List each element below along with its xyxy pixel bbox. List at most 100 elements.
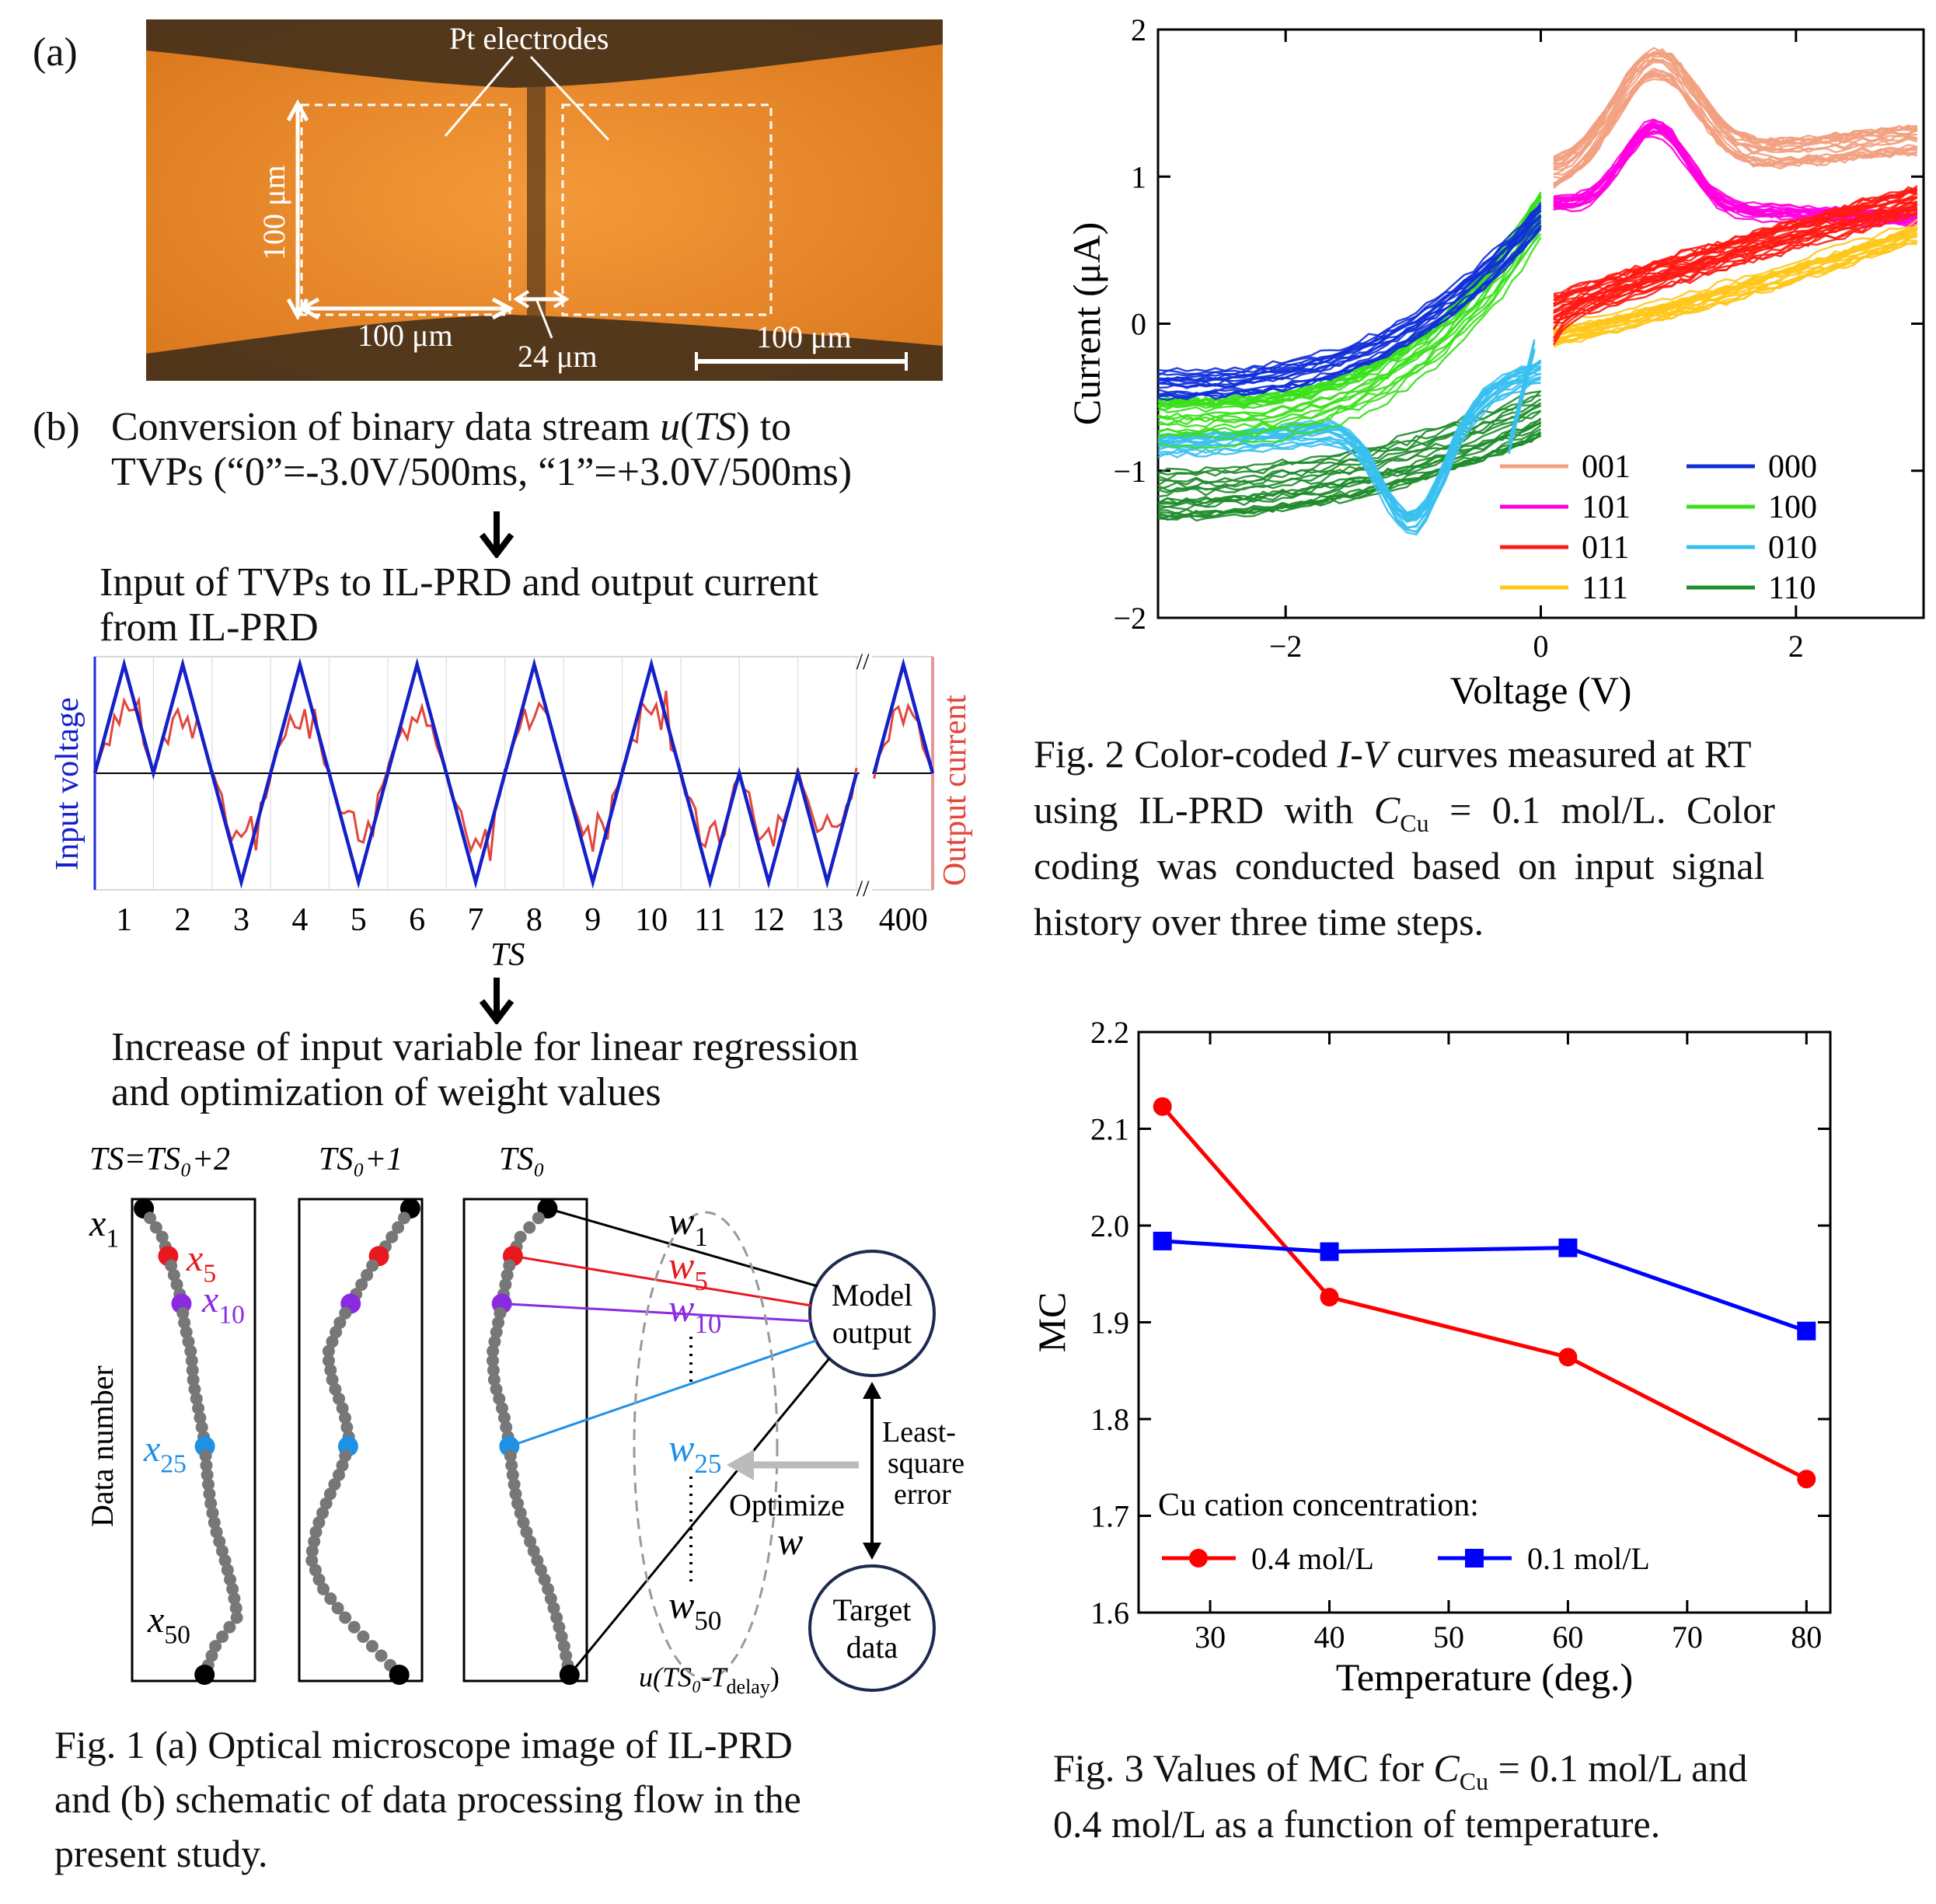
- regression-diagram: TS=TS₀+2 Current TS₀+1 Current TS₀ Current Dat…: [85, 1142, 965, 1710]
- lse-label: error: [894, 1478, 951, 1511]
- iv-curve: [1552, 207, 1918, 342]
- iv-curve: [1553, 70, 1918, 180]
- data-point-circle: [1558, 1348, 1578, 1367]
- optimize-label: Optimize: [729, 1487, 845, 1522]
- data-point: [224, 1573, 237, 1586]
- weight-connection-line: [501, 1302, 812, 1323]
- weight-connection-line: [546, 1207, 818, 1288]
- y-tick-label: 0: [1131, 307, 1146, 342]
- data-point: [488, 1335, 501, 1348]
- lse-label: Least-: [882, 1416, 956, 1449]
- data-point: [339, 1306, 352, 1320]
- y-tick-label: 2: [1131, 12, 1146, 47]
- data-point: [490, 1383, 503, 1396]
- data-point: [312, 1573, 326, 1586]
- label-dim-width: 100 μm: [358, 318, 453, 353]
- data-point: [557, 1640, 570, 1653]
- fig1-caption-line3: present study.: [54, 1832, 268, 1875]
- data-point: [333, 1392, 346, 1405]
- label-dim-gap: 24 μm: [518, 339, 598, 374]
- iv-curve: [1157, 232, 1542, 440]
- data-point: [524, 1535, 537, 1548]
- target-data-label: data: [846, 1630, 898, 1665]
- iv-curve: [1157, 218, 1542, 389]
- data-point: [192, 1402, 205, 1415]
- data-point: [226, 1582, 239, 1595]
- data-point: [487, 1364, 500, 1377]
- x-tick-label: 6: [409, 902, 425, 938]
- data-point: [208, 1516, 221, 1529]
- iv-curve: [1553, 201, 1917, 313]
- input-voltage-line: [92, 657, 935, 889]
- iv-curve: [1158, 225, 1542, 397]
- series-line: [1162, 1239, 1808, 1334]
- y-tick-label: 1.8: [1090, 1402, 1129, 1437]
- iv-curve: [1157, 216, 1542, 426]
- microscope-image: Pt electrodes 100 μm 100 μm 24 μm 100 μm: [146, 19, 943, 381]
- series-line: [1160, 1105, 1808, 1481]
- fig1-caption-line2: and (b) schematic of data processing flo…: [54, 1777, 801, 1821]
- data-point: [497, 1411, 511, 1425]
- iv-curve: [1553, 208, 1918, 324]
- data-point: [361, 1268, 374, 1282]
- weight-connection-line: [508, 1339, 817, 1448]
- data-point: [490, 1326, 503, 1339]
- key-data-point: [389, 1665, 410, 1685]
- column-x-label: Current: [146, 1707, 241, 1710]
- data-point: [324, 1592, 337, 1606]
- fig2-caption-line3: coding was conducted based on input sign…: [1034, 844, 1765, 887]
- data-point: [495, 1402, 508, 1415]
- x-tick-label: 8: [526, 902, 542, 938]
- legend-label: 100: [1768, 490, 1817, 525]
- label-x5: x5: [186, 1238, 216, 1288]
- label-x50: x50: [147, 1599, 190, 1649]
- data-point: [176, 1306, 190, 1320]
- optimize-arrow-head: [727, 1449, 754, 1480]
- iv-curve: [1553, 51, 1918, 168]
- x-tick-label: 4: [291, 902, 308, 938]
- data-point: [326, 1335, 339, 1348]
- iv-curve: [1157, 402, 1542, 490]
- axis-break-mark-bottom: //: [856, 876, 870, 901]
- column-x-label: Current: [313, 1707, 408, 1710]
- y-axis-label: Current (μA): [1065, 222, 1108, 425]
- data-point: [188, 1383, 201, 1396]
- column-x-label: Current: [478, 1707, 573, 1710]
- y-tick-label: 2.1: [1090, 1112, 1129, 1147]
- iv-curve: [1553, 58, 1918, 171]
- legend-marker: [1189, 1549, 1208, 1567]
- x-tick-label: −2: [1269, 629, 1303, 664]
- y-axis-label: Data number: [85, 1365, 120, 1527]
- target-data-node: [808, 1564, 936, 1692]
- data-point: [333, 1316, 347, 1329]
- data-point: [180, 1326, 193, 1339]
- data-point: [218, 1554, 232, 1567]
- data-point: [385, 1230, 399, 1243]
- iv-curve: [1157, 428, 1542, 516]
- fig3-caption-line1: Fig. 3 Values of MC for CCu = 0.1 mol/L …: [1053, 1746, 1748, 1795]
- data-point: [221, 1564, 234, 1577]
- iv-curve: [1508, 350, 1536, 455]
- data-point: [184, 1344, 197, 1358]
- fig1-caption-line1: Fig. 1 (a) Optical microscope image of I…: [54, 1723, 793, 1766]
- data-point: [143, 1212, 156, 1225]
- data-point: [347, 1620, 361, 1634]
- x-tick-label: 40: [1314, 1620, 1345, 1655]
- legend-label: 001: [1582, 449, 1631, 485]
- step1-line2: TVPs (“0”=-3.0V/500ms, “1”=+3.0V/500ms): [111, 450, 853, 494]
- iv-curve: [1552, 211, 1918, 346]
- data-point: [531, 1554, 544, 1567]
- data-point: [330, 1326, 343, 1339]
- data-point: [366, 1259, 379, 1272]
- data-point: [322, 1354, 335, 1367]
- iv-curve: [1157, 214, 1542, 389]
- x-tick-label: 50: [1433, 1620, 1464, 1655]
- data-point: [550, 1611, 563, 1624]
- data-point: [223, 1620, 236, 1634]
- data-point: [215, 1544, 228, 1557]
- data-point: [357, 1630, 370, 1644]
- iv-curve: [1157, 201, 1542, 411]
- data-point: [514, 1506, 527, 1519]
- data-point: [178, 1316, 191, 1329]
- iv-curve: [1157, 381, 1541, 534]
